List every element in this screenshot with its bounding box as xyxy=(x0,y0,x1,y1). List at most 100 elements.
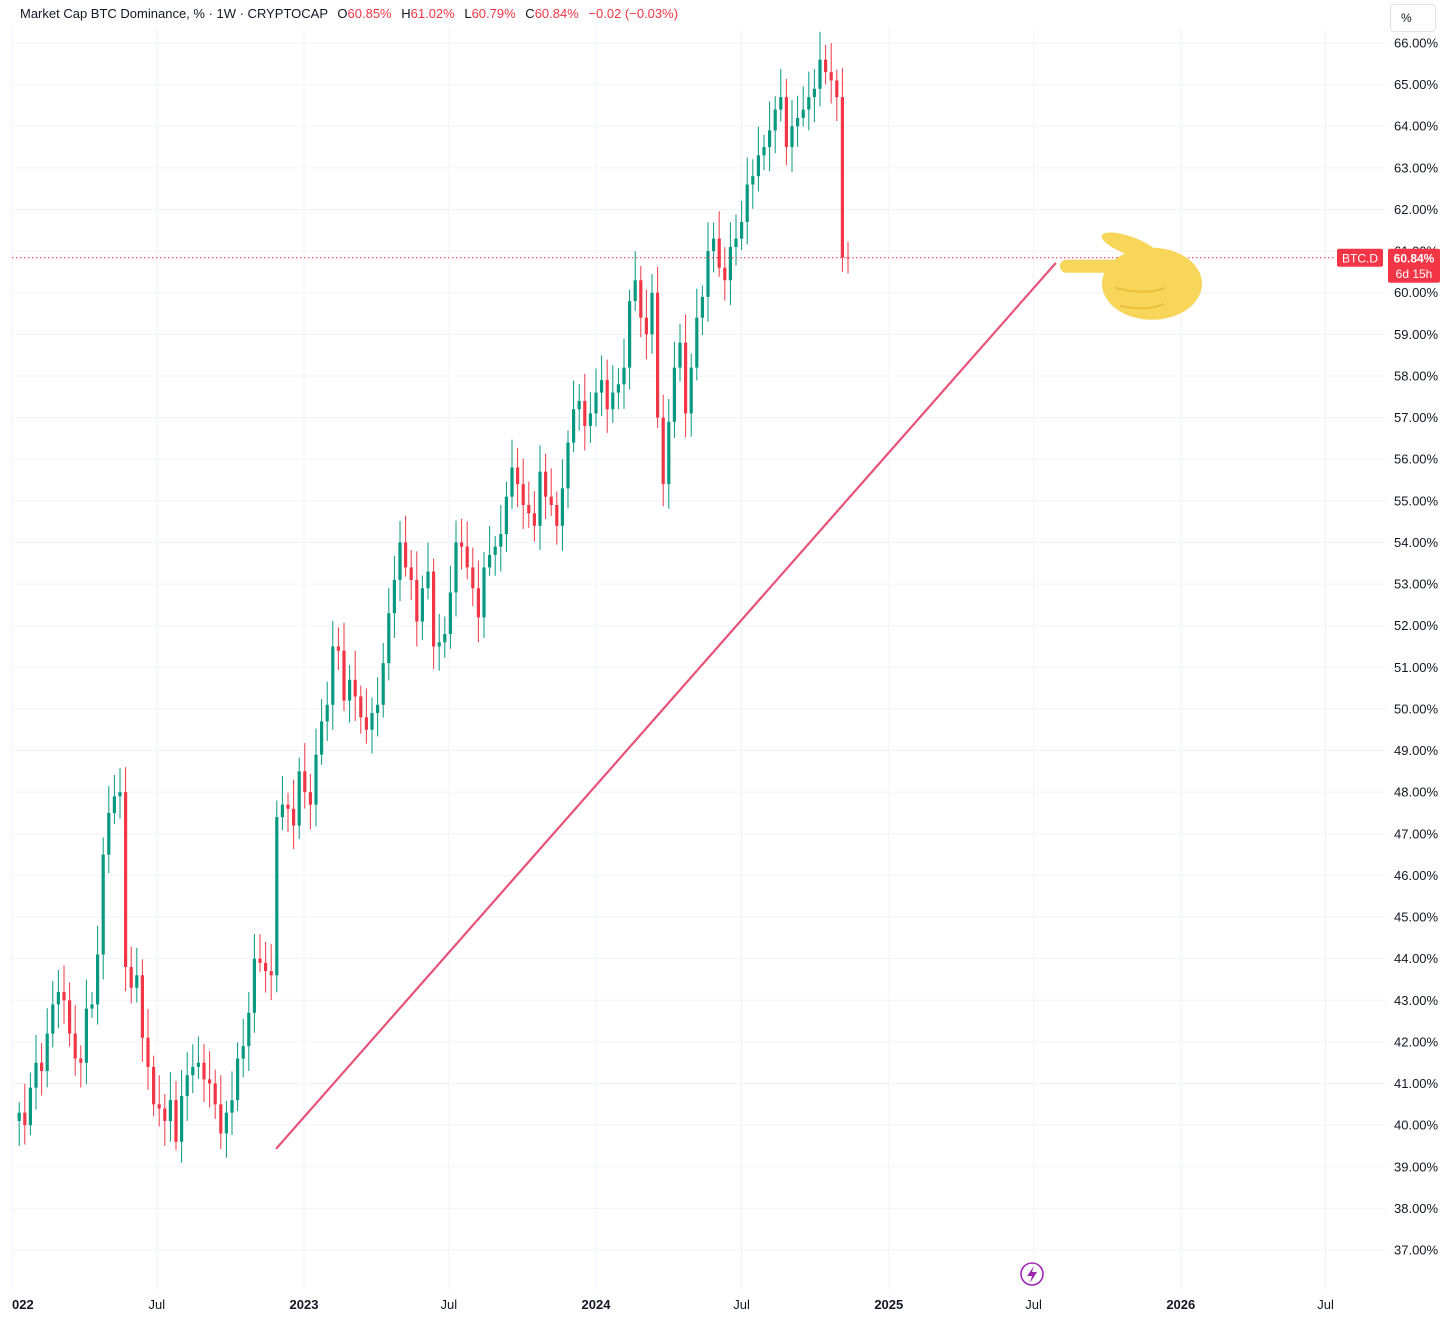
x-tick-label: 2023 xyxy=(290,1297,319,1312)
candle-body xyxy=(68,1000,72,1034)
candle-body xyxy=(773,109,777,131)
candle-body xyxy=(73,1033,77,1059)
candle-body xyxy=(359,696,363,718)
candle-body xyxy=(196,1062,200,1067)
candle-body xyxy=(398,542,402,580)
y-tick-label: 49.00% xyxy=(1394,743,1439,758)
candle-body xyxy=(633,280,637,302)
candle-body xyxy=(118,792,122,797)
x-tick-label: Jul xyxy=(1317,1297,1334,1312)
candle-body xyxy=(236,1058,240,1101)
candle-body xyxy=(129,966,133,988)
candle-body xyxy=(387,613,391,664)
candle-body xyxy=(751,176,755,185)
unit-toggle-button[interactable]: % xyxy=(1390,4,1436,32)
candle-body xyxy=(538,471,542,526)
candle-body xyxy=(40,1062,44,1072)
candle-body xyxy=(241,1046,245,1059)
y-tick-label: 41.00% xyxy=(1394,1076,1439,1091)
y-tick-label: 53.00% xyxy=(1394,577,1439,592)
candle-body xyxy=(667,421,671,485)
candle-body xyxy=(420,588,424,622)
candle-body xyxy=(840,97,844,258)
x-tick-label: 022 xyxy=(12,1297,34,1312)
candle-body xyxy=(566,442,570,489)
y-tick-label: 59.00% xyxy=(1394,327,1439,342)
candle-body xyxy=(84,1008,88,1063)
y-tick-label: 48.00% xyxy=(1394,785,1439,800)
candle-body xyxy=(230,1100,234,1113)
candle-body xyxy=(516,467,520,485)
candle-body xyxy=(348,679,352,701)
candle-body xyxy=(717,238,721,268)
candle-body xyxy=(493,546,497,555)
candle-body xyxy=(790,126,794,148)
candle-body xyxy=(812,88,816,98)
candle-body xyxy=(728,246,732,281)
legend-close-value: 60.84% xyxy=(534,6,579,21)
candle-body xyxy=(392,579,396,614)
candle-body xyxy=(616,384,620,393)
y-tick-label: 54.00% xyxy=(1394,535,1439,550)
candle-body xyxy=(549,496,553,505)
candle-body xyxy=(712,238,716,252)
y-tick-label: 51.00% xyxy=(1394,660,1439,675)
y-tick-label: 46.00% xyxy=(1394,868,1439,883)
candle-body xyxy=(303,771,307,793)
candle-body xyxy=(779,97,783,110)
candle-body xyxy=(437,642,441,647)
candle-body xyxy=(689,367,693,414)
y-tick-label: 56.00% xyxy=(1394,452,1439,467)
candle-body xyxy=(45,1033,49,1072)
flash-icon[interactable] xyxy=(1020,1262,1044,1286)
candle-body xyxy=(135,975,139,988)
candle-body xyxy=(678,342,682,368)
candle-body xyxy=(605,380,609,410)
candle-body xyxy=(364,717,368,730)
candle-body xyxy=(146,1037,150,1067)
candle-body xyxy=(269,971,273,976)
candle-body xyxy=(23,1112,27,1126)
candle-body xyxy=(482,567,486,618)
candle-body xyxy=(706,251,710,297)
legend-close-key: C xyxy=(525,6,535,21)
candle-body xyxy=(611,392,615,410)
candle-body xyxy=(555,504,559,526)
y-tick-label: 40.00% xyxy=(1394,1118,1439,1133)
y-tick-label: 37.00% xyxy=(1394,1243,1439,1258)
candle-body xyxy=(684,342,688,414)
x-tick-label: Jul xyxy=(148,1297,165,1312)
candle-body xyxy=(370,713,374,730)
badge-countdown: 6d 15h xyxy=(1396,267,1433,281)
candle-body xyxy=(112,796,116,813)
y-tick-label: 60.00% xyxy=(1394,285,1439,300)
candle-body xyxy=(191,1066,195,1076)
candle-body xyxy=(521,484,525,505)
candle-body xyxy=(320,721,324,755)
trendline[interactable] xyxy=(275,262,1057,1150)
candle-body xyxy=(56,991,60,1005)
candle-body xyxy=(208,1079,212,1084)
candle-body xyxy=(224,1112,228,1134)
candle-body xyxy=(471,567,475,589)
candle-body xyxy=(28,1087,32,1126)
candle-body xyxy=(829,72,833,81)
candle-body xyxy=(734,238,738,247)
candle-body xyxy=(17,1112,21,1121)
candle-body xyxy=(460,542,464,547)
y-tick-label: 63.00% xyxy=(1394,160,1439,175)
candle-body xyxy=(756,155,760,177)
y-tick-label: 47.00% xyxy=(1394,826,1439,841)
candle-body xyxy=(247,1012,251,1047)
candle-body xyxy=(314,754,318,805)
y-tick-label: 66.00% xyxy=(1394,36,1439,51)
candle-body xyxy=(488,554,492,568)
candle-body xyxy=(824,59,828,73)
legend-low-value: 60.79% xyxy=(471,6,516,21)
y-tick-label: 44.00% xyxy=(1394,951,1439,966)
candle-body xyxy=(140,975,144,1038)
y-tick-label: 57.00% xyxy=(1394,410,1439,425)
candle-body xyxy=(432,571,436,647)
y-tick-label: 58.00% xyxy=(1394,368,1439,383)
